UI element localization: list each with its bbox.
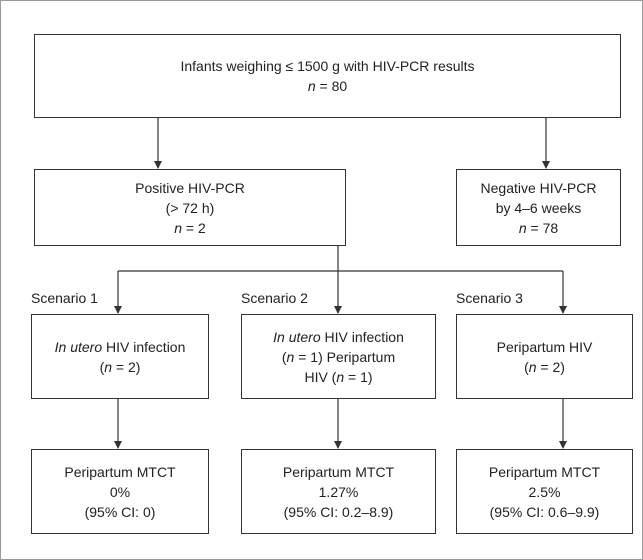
flow-box: Peripartum MTCT 1.27% (95% CI: 0.2–8.9) xyxy=(241,449,436,534)
text-line: Infants weighing ≤ 1500 g with HIV-PCR r… xyxy=(180,56,474,76)
text-segment: = 80 xyxy=(315,78,348,94)
text-segment: = 2 xyxy=(182,219,206,236)
text-segment: n xyxy=(104,358,113,375)
flow-box: In utero HIV infection (n = 1) Peripartum… xyxy=(241,314,436,399)
text-line: (> 72 h) xyxy=(166,198,215,218)
text-segment: n xyxy=(174,219,183,236)
text-segment: = 2) xyxy=(536,358,565,375)
text-line: HIV (n = 1) xyxy=(304,367,372,387)
text-segment: (> 72 h) xyxy=(165,199,215,216)
text-line: n = 78 xyxy=(519,218,558,238)
text-segment: = 2) xyxy=(112,358,141,375)
text-segment: ( xyxy=(524,358,529,375)
text-line: Peripartum MTCT xyxy=(64,462,175,482)
text-segment: ( xyxy=(99,358,105,375)
text-segment: = 1) Peripartum xyxy=(294,348,396,365)
text-line: by 4–6 weeks xyxy=(496,198,582,218)
text-segment: HIV infection xyxy=(320,328,404,345)
text-line: 0% xyxy=(110,482,130,502)
text-line: Peripartum HIV xyxy=(497,337,593,357)
text-line: In utero HIV infection xyxy=(273,327,404,347)
text-line: n = 80 xyxy=(308,76,347,96)
text-segment: Peripartum HIV xyxy=(496,338,593,355)
text-line: 1.27% xyxy=(319,482,359,502)
text-segment: In utero xyxy=(273,328,321,345)
text-line: (95% CI: 0) xyxy=(85,502,156,522)
text-segment: Peripartum MTCT xyxy=(282,463,395,480)
flow-box: In utero HIV infection (n = 2) xyxy=(31,314,209,399)
scenario-label: Scenario 2 xyxy=(241,290,308,306)
text-segment: n xyxy=(307,78,316,94)
text-line: Negative HIV-PCR xyxy=(481,178,597,198)
text-line: 2.5% xyxy=(529,482,561,502)
text-segment: Positive HIV-PCR xyxy=(135,179,245,196)
text-line: n = 2 xyxy=(174,218,206,238)
text-segment: n xyxy=(336,368,345,385)
text-line: Positive HIV-PCR xyxy=(135,178,245,198)
text-segment: n xyxy=(518,219,527,236)
flow-box: Peripartum MTCT 0% (95% CI: 0) xyxy=(31,449,209,534)
text-segment: Peripartum MTCT xyxy=(64,463,176,480)
text-segment: 2.5% xyxy=(528,483,561,500)
text-segment: 1.27% xyxy=(318,483,359,500)
text-segment: Peripartum MTCT xyxy=(488,463,601,480)
text-segment: (95% CI: 0.2–8.9) xyxy=(283,503,394,520)
text-segment: = 78 xyxy=(526,219,559,236)
flow-box: Peripartum MTCT 2.5% (95% CI: 0.6–9.9) xyxy=(456,449,633,534)
scenario-label: Scenario 3 xyxy=(456,290,523,306)
text-line: (95% CI: 0.6–9.9) xyxy=(490,502,600,522)
scenario-label: Scenario 1 xyxy=(31,290,98,306)
text-segment: (95% CI: 0.6–9.9) xyxy=(489,503,600,520)
text-line: (n = 1) Peripartum xyxy=(282,347,395,367)
flow-box: Negative HIV-PCR by 4–6 weeks n = 78 xyxy=(456,169,621,246)
text-line: Peripartum MTCT xyxy=(489,462,600,482)
text-segment: ( xyxy=(281,348,287,365)
text-segment: 0% xyxy=(109,483,131,500)
text-line: Peripartum MTCT xyxy=(283,462,394,482)
text-line: (n = 2) xyxy=(100,357,141,377)
text-line: In utero HIV infection xyxy=(55,337,186,357)
text-segment: by 4–6 weeks xyxy=(495,199,582,216)
text-segment: Infants weighing ≤ 1500 g with HIV-PCR r… xyxy=(180,58,475,74)
flow-box: Infants weighing ≤ 1500 g with HIV-PCR r… xyxy=(34,34,621,118)
text-segment: HIV ( xyxy=(304,368,337,385)
text-line: (n = 2) xyxy=(524,357,565,377)
text-segment: n xyxy=(528,358,537,375)
text-segment: (95% CI: 0) xyxy=(84,503,156,520)
flow-box: Positive HIV-PCR (> 72 h) n = 2 xyxy=(34,169,346,246)
text-segment: = 1) xyxy=(344,368,373,385)
text-line: (95% CI: 0.2–8.9) xyxy=(284,502,394,522)
text-segment: In utero xyxy=(54,338,103,355)
text-segment: Negative HIV-PCR xyxy=(480,179,597,196)
flow-box: Peripartum HIV (n = 2) xyxy=(456,314,633,399)
text-segment: HIV infection xyxy=(102,338,186,355)
text-segment: n xyxy=(286,348,295,365)
